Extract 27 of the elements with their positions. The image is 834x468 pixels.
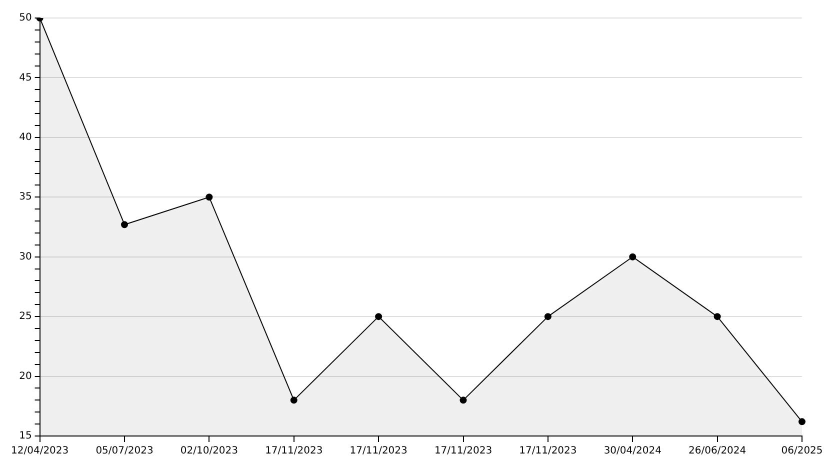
y-tick-label: 20 (19, 370, 32, 382)
x-tick-label: 17/11/2023 (519, 446, 577, 457)
y-tick-label: 40 (19, 132, 32, 144)
x-tick-label: 02/10/2023 (180, 446, 238, 457)
x-tick-label: 30/04/2024 (604, 446, 662, 457)
y-tick-label: 25 (19, 311, 32, 322)
point (460, 396, 467, 404)
x-tick-label: 26/06/2024 (688, 446, 746, 457)
y-tick-label: 30 (19, 251, 32, 262)
point (375, 313, 382, 320)
point (798, 418, 806, 426)
x-tick-label: 17/11/2023 (265, 446, 323, 457)
y-tick-label: 50 (19, 12, 32, 24)
x-tick-label: 17/11/2023 (434, 446, 492, 457)
y-tick-label: 35 (19, 192, 32, 203)
point (714, 313, 721, 320)
x-tick-label: 17/11/2023 (350, 446, 408, 457)
y-tick-label: 45 (19, 72, 32, 84)
point (544, 313, 552, 320)
x-tick-label: 05/07/2023 (96, 446, 154, 457)
point (121, 221, 128, 228)
x-tick-label: 06/2025 (781, 446, 823, 457)
y-tick-label: 15 (19, 430, 32, 442)
point (206, 194, 213, 201)
point (629, 253, 636, 260)
point (290, 396, 298, 404)
x-tick-label: 12/04/2023 (11, 446, 69, 457)
